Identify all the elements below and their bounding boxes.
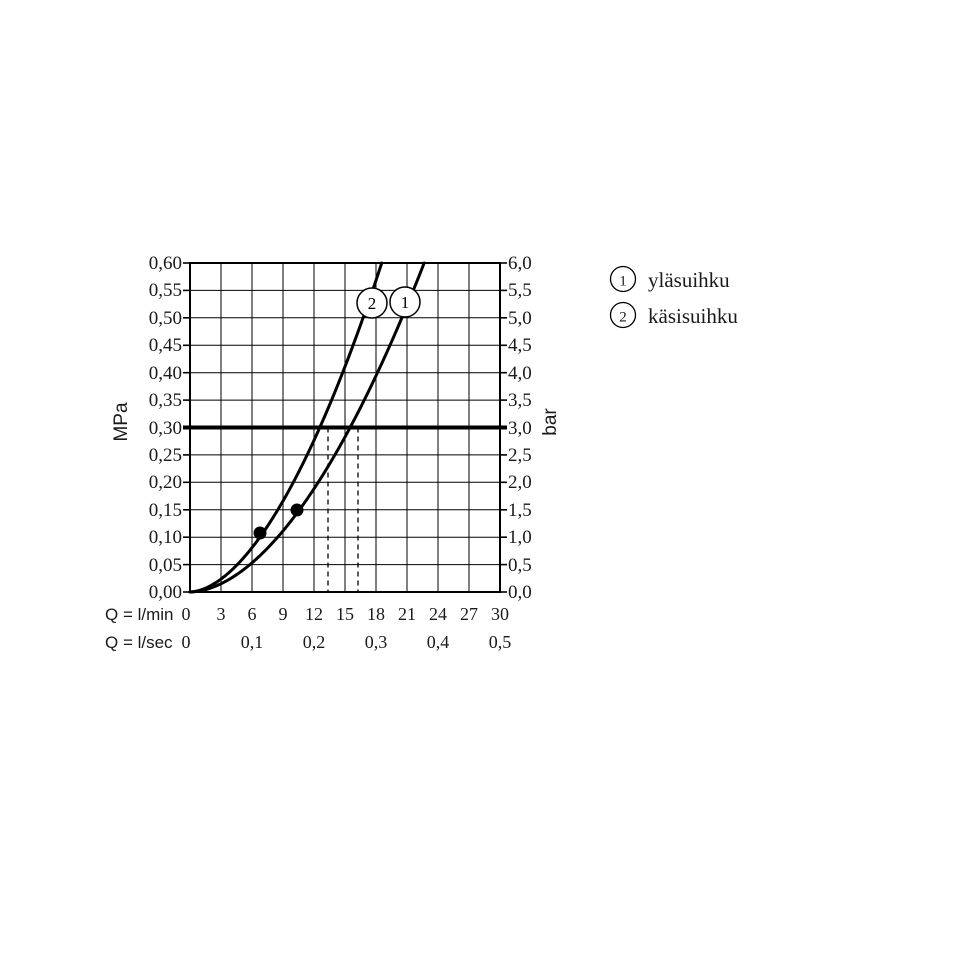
svg-text:27: 27: [460, 604, 478, 624]
svg-text:0,2: 0,2: [303, 632, 326, 652]
svg-text:2: 2: [368, 294, 377, 313]
svg-text:0,4: 0,4: [427, 632, 450, 652]
svg-text:2: 2: [619, 310, 627, 326]
svg-text:3,5: 3,5: [508, 390, 532, 411]
svg-text:2,5: 2,5: [508, 445, 532, 466]
svg-text:1: 1: [401, 293, 410, 312]
svg-text:0,60: 0,60: [149, 253, 182, 274]
svg-text:0,50: 0,50: [149, 308, 182, 329]
svg-text:4,5: 4,5: [508, 335, 532, 356]
svg-text:0,15: 0,15: [149, 500, 182, 521]
svg-text:0,5: 0,5: [489, 632, 512, 652]
svg-text:0,10: 0,10: [149, 527, 182, 548]
svg-text:0,40: 0,40: [149, 363, 182, 384]
svg-text:0,25: 0,25: [149, 445, 182, 466]
svg-text:0,0: 0,0: [508, 582, 532, 603]
svg-text:0,1: 0,1: [241, 632, 264, 652]
svg-text:24: 24: [429, 604, 447, 624]
svg-text:2,0: 2,0: [508, 472, 532, 493]
svg-text:0,5: 0,5: [508, 555, 532, 576]
svg-text:0,35: 0,35: [149, 390, 182, 411]
svg-text:Q = l/min: Q = l/min: [105, 605, 174, 624]
svg-text:5,0: 5,0: [508, 308, 532, 329]
svg-text:12: 12: [305, 604, 323, 624]
svg-text:15: 15: [336, 604, 354, 624]
svg-text:0,20: 0,20: [149, 472, 182, 493]
svg-text:1,5: 1,5: [508, 500, 532, 521]
svg-text:18: 18: [367, 604, 385, 624]
svg-text:0: 0: [182, 632, 191, 652]
svg-text:0,55: 0,55: [149, 280, 182, 301]
svg-text:5,5: 5,5: [508, 280, 532, 301]
svg-text:MPa: MPa: [111, 402, 132, 442]
svg-text:bar: bar: [540, 408, 561, 436]
svg-text:30: 30: [491, 604, 509, 624]
svg-text:0,30: 0,30: [149, 418, 182, 439]
svg-text:6: 6: [248, 604, 257, 624]
svg-text:3,0: 3,0: [508, 418, 532, 439]
svg-text:0,3: 0,3: [365, 632, 388, 652]
svg-text:3: 3: [217, 604, 226, 624]
svg-text:1,0: 1,0: [508, 527, 532, 548]
svg-text:yläsuihku: yläsuihku: [648, 268, 730, 292]
svg-text:käsisuihku: käsisuihku: [648, 304, 738, 328]
svg-text:0,00: 0,00: [149, 582, 182, 603]
svg-text:0,45: 0,45: [149, 335, 182, 356]
svg-text:9: 9: [279, 604, 288, 624]
svg-text:6,0: 6,0: [508, 253, 532, 274]
svg-text:21: 21: [398, 604, 416, 624]
svg-text:1: 1: [619, 274, 627, 290]
svg-text:Q = l/sec: Q = l/sec: [105, 633, 173, 652]
svg-text:0,05: 0,05: [149, 555, 182, 576]
svg-text:4,0: 4,0: [508, 363, 532, 384]
svg-text:0: 0: [182, 604, 191, 624]
